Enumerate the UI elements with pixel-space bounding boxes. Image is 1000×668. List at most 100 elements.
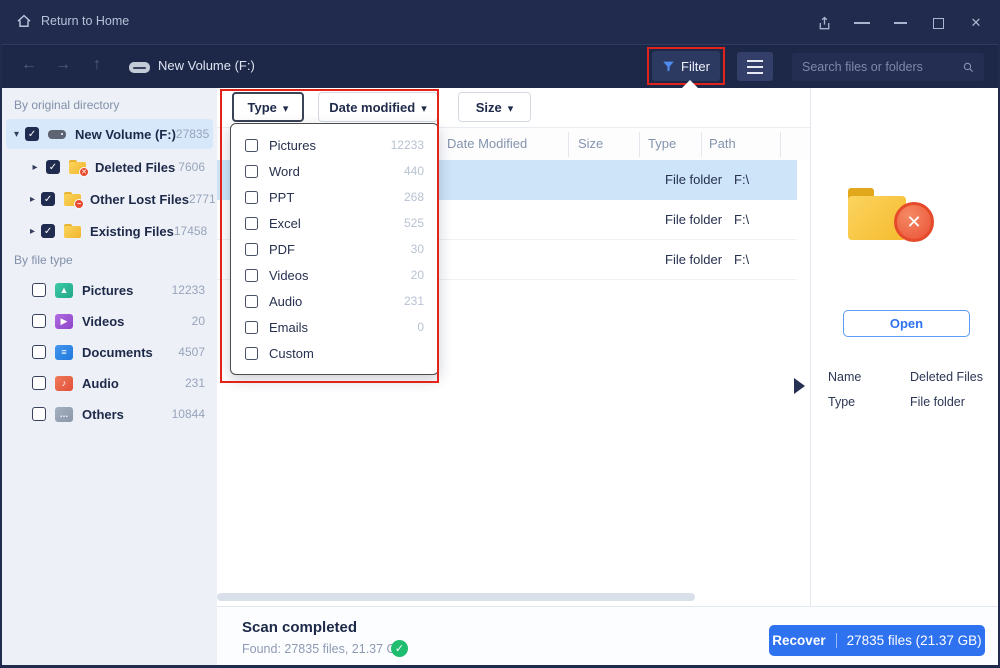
view-menu-button[interactable] bbox=[737, 52, 773, 81]
search-icon[interactable] bbox=[963, 61, 974, 74]
checkbox-new-volume[interactable] bbox=[25, 127, 40, 141]
dropdown-label: Pictures bbox=[269, 137, 316, 153]
recover-button-divider bbox=[835, 633, 837, 648]
sidebar-item-deleted-files[interactable]: ✕ Deleted Files 7606 bbox=[6, 152, 213, 182]
caret-right-icon[interactable] bbox=[30, 194, 35, 205]
filter-button[interactable]: Filter bbox=[652, 51, 720, 81]
sidebar-item-documents[interactable]: ≡ Documents 4507 bbox=[6, 337, 213, 367]
pictures-icon: ▲ bbox=[55, 282, 73, 298]
column-date-modified[interactable]: Date Modified bbox=[447, 136, 528, 151]
checkbox[interactable] bbox=[245, 190, 258, 204]
checkbox-documents[interactable] bbox=[32, 345, 46, 359]
dropdown-count: 20 bbox=[410, 268, 424, 282]
checkbox[interactable] bbox=[245, 164, 258, 178]
sidebar-item-existing-files[interactable]: Existing Files 17458 bbox=[6, 216, 213, 246]
item-count: 12233 bbox=[171, 283, 205, 297]
dropdown-item-custom[interactable]: Custom bbox=[231, 340, 438, 366]
sidebar-item-label: Other Lost Files bbox=[90, 191, 189, 207]
forward-arrow-button[interactable]: → bbox=[55, 56, 71, 73]
success-check-icon: ✓ bbox=[391, 640, 408, 657]
checkbox[interactable] bbox=[245, 138, 258, 152]
cell-type: File folder bbox=[665, 212, 723, 227]
sidebar-item-other-lost-files[interactable]: − Other Lost Files 2771 bbox=[6, 184, 216, 214]
panel-divider bbox=[810, 88, 811, 607]
column-type[interactable]: Type bbox=[648, 136, 677, 151]
checkbox-others[interactable] bbox=[32, 407, 46, 421]
checkbox[interactable] bbox=[245, 268, 258, 282]
sidebar-item-pictures[interactable]: ▲ Pictures 12233 bbox=[6, 275, 213, 305]
return-home-button[interactable]: Return to Home bbox=[16, 13, 129, 29]
maximize-button[interactable] bbox=[930, 15, 946, 31]
home-icon bbox=[17, 14, 31, 28]
export-icon[interactable] bbox=[816, 15, 832, 31]
sidebar-item-audio[interactable]: ♪ Audio 231 bbox=[6, 368, 213, 398]
type-filter-dropdown: Pictures 12233 Word 440 PPT 268 Excel 52… bbox=[230, 123, 439, 375]
size-filter-label: Size bbox=[475, 99, 502, 115]
recover-button[interactable]: Recover 27835 files (21.37 GB) bbox=[769, 625, 985, 656]
dropdown-item-ppt[interactable]: PPT 268 bbox=[231, 184, 438, 210]
dropdown-item-videos[interactable]: Videos 20 bbox=[231, 262, 438, 288]
funnel-icon bbox=[663, 61, 674, 72]
checkbox[interactable] bbox=[245, 242, 258, 256]
back-arrow-button[interactable]: ← bbox=[21, 56, 37, 73]
dropdown-item-pdf[interactable]: PDF 30 bbox=[231, 236, 438, 262]
checkbox[interactable] bbox=[245, 346, 258, 360]
detail-name-value: Deleted Files bbox=[910, 370, 983, 384]
date-modified-filter-button[interactable]: Date modified bbox=[318, 92, 438, 122]
dropdown-count: 12233 bbox=[390, 138, 424, 152]
caret-down-icon[interactable] bbox=[14, 129, 19, 140]
checkbox-videos[interactable] bbox=[32, 314, 46, 328]
search-input[interactable] bbox=[802, 60, 963, 74]
checkbox-existing-files[interactable] bbox=[41, 224, 56, 238]
dropdown-label: Custom bbox=[269, 345, 314, 361]
checkbox-audio[interactable] bbox=[32, 376, 46, 390]
type-filter-label: Type bbox=[247, 99, 277, 115]
audio-icon: ♪ bbox=[55, 375, 73, 391]
item-count: 231 bbox=[184, 376, 205, 390]
checkbox-other-lost-files[interactable] bbox=[41, 192, 56, 206]
close-button[interactable] bbox=[968, 15, 984, 31]
caret-right-icon[interactable] bbox=[30, 162, 40, 173]
sidebar-item-label: Documents bbox=[82, 344, 153, 360]
drive-icon bbox=[129, 62, 150, 73]
column-size[interactable]: Size bbox=[578, 136, 604, 151]
dropdown-item-pictures[interactable]: Pictures 12233 bbox=[231, 132, 438, 158]
window-menu-icon[interactable] bbox=[854, 15, 870, 31]
minimize-button[interactable] bbox=[892, 15, 908, 31]
chevron-down-icon bbox=[421, 100, 427, 115]
dropdown-label: Audio bbox=[269, 293, 303, 309]
dropdown-item-word[interactable]: Word 440 bbox=[231, 158, 438, 184]
sidebar-item-label: Pictures bbox=[82, 282, 134, 298]
cell-path: F:\ bbox=[734, 172, 750, 187]
checkbox[interactable] bbox=[245, 294, 258, 308]
dropdown-label: PDF bbox=[269, 241, 295, 257]
dropdown-item-audio[interactable]: Audio 231 bbox=[231, 288, 438, 314]
collapse-panel-arrow[interactable] bbox=[794, 378, 805, 394]
sidebar-item-others[interactable]: … Others 10844 bbox=[6, 399, 213, 429]
caret-right-icon[interactable] bbox=[30, 226, 35, 237]
sidebar-item-label: Deleted Files bbox=[95, 159, 176, 175]
search-box[interactable] bbox=[792, 53, 984, 81]
sidebar-item-videos[interactable]: ▶ Videos 20 bbox=[6, 306, 213, 336]
type-filter-button[interactable]: Type bbox=[232, 92, 304, 122]
dropdown-label: Videos bbox=[269, 267, 309, 283]
deleted-folder-preview-icon: ✕ bbox=[840, 184, 940, 254]
checkbox[interactable] bbox=[245, 216, 258, 230]
dropdown-item-excel[interactable]: Excel 525 bbox=[231, 210, 438, 236]
horizontal-scrollbar[interactable] bbox=[217, 593, 695, 601]
open-button-label: Open bbox=[889, 316, 924, 331]
checkbox[interactable] bbox=[245, 320, 258, 334]
dropdown-item-emails[interactable]: Emails 0 bbox=[231, 314, 438, 340]
dropdown-label: Excel bbox=[269, 215, 301, 231]
sidebar-item-label: New Volume (F:) bbox=[75, 126, 176, 142]
chevron-down-icon bbox=[508, 100, 514, 115]
size-filter-button[interactable]: Size bbox=[458, 92, 531, 122]
sidebar-item-new-volume[interactable]: New Volume (F:) 27835 bbox=[6, 119, 213, 149]
column-path[interactable]: Path bbox=[709, 136, 736, 151]
up-arrow-button[interactable]: ↑ bbox=[93, 56, 101, 73]
checkbox-deleted-files[interactable] bbox=[46, 160, 60, 174]
item-count: 7606 bbox=[178, 160, 205, 174]
open-button[interactable]: Open bbox=[843, 310, 970, 337]
checkbox-pictures[interactable] bbox=[32, 283, 46, 297]
